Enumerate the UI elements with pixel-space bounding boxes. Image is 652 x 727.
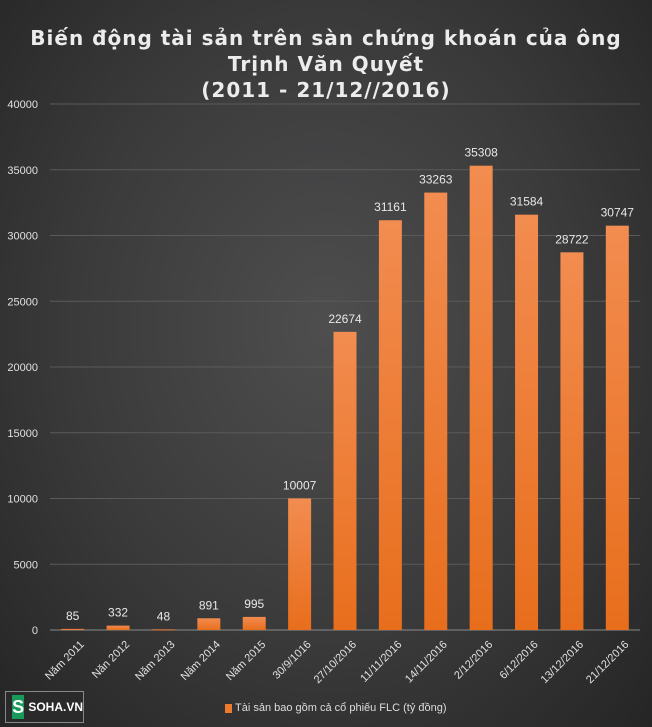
- x-tick-label: Năm 2015: [224, 639, 268, 683]
- bar: [469, 165, 493, 630]
- x-tick-label: 2/12/2016: [452, 639, 495, 682]
- data-label: 22674: [328, 312, 362, 326]
- x-tick-label: 13/12/2016: [539, 639, 586, 686]
- chart-title-line-1: Biến động tài sản trên sàn chứng khoán c…: [30, 26, 622, 50]
- data-label: 10007: [283, 478, 317, 492]
- x-tick-label: 6/12/2016: [498, 639, 541, 682]
- data-label: 31584: [510, 195, 544, 209]
- bar: [333, 331, 357, 630]
- y-tick-label: 20000: [7, 362, 38, 374]
- data-label: 891: [199, 598, 219, 612]
- x-tick-label: Năm 2011: [43, 639, 87, 683]
- bar: [605, 225, 629, 631]
- bar: [242, 616, 266, 630]
- legend-swatch: [225, 703, 232, 713]
- bar: [515, 214, 539, 630]
- chart-title-line-3: (2011 - 21/12//2016): [201, 78, 451, 102]
- bar: [61, 628, 85, 630]
- x-tick-label: 27/10/2016: [312, 639, 359, 686]
- data-label: 35308: [464, 146, 498, 160]
- y-tick-label: 40000: [7, 99, 38, 111]
- chart-legend: Tài sản bao gồm cả cổ phiếu FLC (tỷ đồng…: [225, 702, 447, 714]
- bar: [424, 192, 448, 630]
- y-tick-label: 0: [32, 625, 38, 637]
- data-label: 995: [244, 597, 264, 611]
- y-tick-label: 35000: [7, 165, 38, 177]
- data-label: 85: [66, 609, 80, 623]
- data-label: 33263: [419, 173, 453, 187]
- y-tick-label: 5000: [14, 559, 38, 571]
- bar: [288, 498, 312, 630]
- x-tick-label: 14/11/2016: [403, 639, 450, 686]
- logo-letter: S: [12, 695, 25, 719]
- x-tick-label: 21/12/2016: [584, 639, 631, 686]
- bar: [378, 220, 402, 630]
- y-tick-label: 30000: [7, 231, 38, 243]
- x-tick-label: 11/11/2016: [358, 639, 404, 685]
- data-label: 48: [157, 609, 171, 623]
- bar: [151, 629, 175, 631]
- data-label: 28722: [555, 232, 589, 246]
- x-tick-label: Năm 2014: [179, 639, 223, 683]
- bar: [106, 625, 130, 630]
- bar: [197, 618, 221, 630]
- data-label: 31161: [374, 200, 407, 214]
- logo-text: SOHA.VN: [28, 700, 83, 714]
- bar: [560, 252, 584, 630]
- data-label: 30747: [601, 206, 635, 220]
- x-tick-label: Năm 2013: [133, 639, 177, 683]
- x-tick-label: Năn 2012: [90, 639, 132, 681]
- soha-logo: S SOHA.VN: [5, 691, 84, 723]
- data-label: 332: [108, 606, 128, 620]
- y-tick-label: 10000: [7, 494, 38, 506]
- y-tick-label: 25000: [7, 296, 38, 308]
- y-tick-label: 15000: [7, 428, 38, 440]
- chart-title-line-2: Trịnh Văn Quyết: [227, 52, 425, 76]
- legend-label: Tài sản bao gồm cả cổ phiếu FLC (tỷ đồng…: [235, 702, 447, 714]
- x-tick-label: 30/9/1016: [271, 639, 314, 682]
